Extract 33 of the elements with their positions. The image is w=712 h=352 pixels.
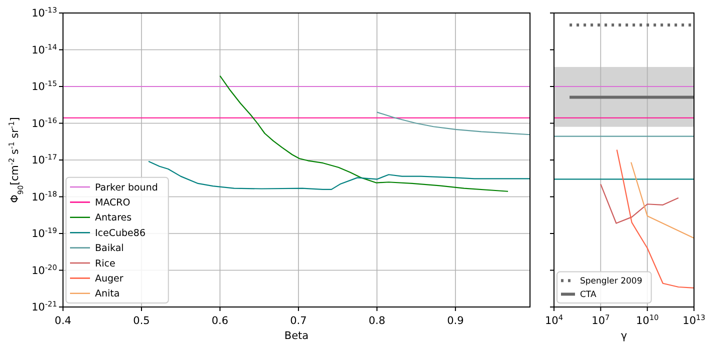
y-tick-label: 10$^{-15}$ <box>32 78 58 94</box>
y-tick-label: 10$^{-16}$ <box>32 115 58 130</box>
legend-label: Antares <box>95 212 132 224</box>
legend-label: Parker bound <box>95 182 158 194</box>
y-tick-label: 10$^{-13}$ <box>32 5 58 20</box>
x-tick-label: 10$^{4}$ <box>544 312 564 327</box>
x-tick-label: 0.9 <box>447 315 464 327</box>
x-axis-title: γ <box>620 330 628 342</box>
line-series <box>219 75 509 192</box>
legend-label: Auger <box>95 274 124 285</box>
x-tick-label: 0.4 <box>54 315 72 327</box>
legend-label: Anita <box>95 288 120 300</box>
x-tick-label: 0.8 <box>368 315 386 327</box>
x-tick-label: 10$^{7}$ <box>592 312 610 327</box>
legend-label: Spengler 2009 <box>580 276 642 287</box>
x-tick-label: 0.7 <box>290 315 307 327</box>
y-tick-label: 10$^{-14}$ <box>32 42 58 56</box>
y-tick-label: 10$^{-18}$ <box>32 188 58 204</box>
legend-label: MACRO <box>95 198 130 209</box>
legend-label: Baikal <box>95 243 124 254</box>
y-tick-label: 10$^{-20}$ <box>32 262 58 277</box>
legend-label: CTA <box>580 290 596 300</box>
x-tick-label: 0.6 <box>212 315 229 327</box>
x-tick-label: 0.5 <box>133 315 150 327</box>
x-tick-label: 10$^{10}$ <box>636 312 660 327</box>
legend-label: IceCube86 <box>95 228 146 239</box>
legend-label: Rice <box>95 258 116 270</box>
x-axis-title: Beta <box>284 330 309 342</box>
line-series <box>376 112 530 136</box>
y-tick-label: 10$^{-17}$ <box>32 152 58 167</box>
y-tick-label: 10$^{-21}$ <box>32 299 57 314</box>
y-tick-label: 10$^{-19}$ <box>32 226 58 240</box>
x-tick-label: 10$^{13}$ <box>682 312 706 327</box>
